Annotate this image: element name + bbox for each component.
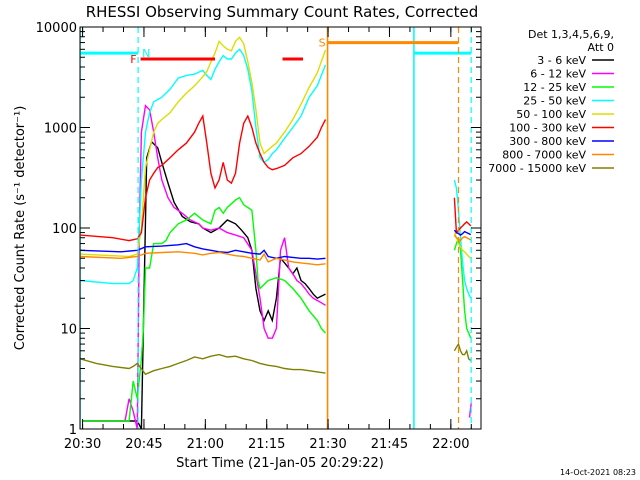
x-axis-label: Start Time (21-Jan-05 20:29:22) xyxy=(176,456,384,471)
series-line-100-300-kev xyxy=(80,113,327,242)
y-tick-label-2: 100 xyxy=(52,222,77,237)
legend-header-line-1: Det 1,3,4,5,6,9, xyxy=(528,28,614,41)
chart-title: RHESSI Observing Summary Count Rates, Co… xyxy=(86,3,479,21)
x-tick-label-5: 21:45 xyxy=(371,437,408,452)
legend-header-line-2: Att 0 xyxy=(588,41,614,54)
plot-area xyxy=(79,26,482,430)
series-line-800-7000-kev-late xyxy=(453,234,472,242)
state-flag-s: S xyxy=(319,37,326,50)
x-tick-label-2: 21:00 xyxy=(187,437,224,452)
legend-label-3-6-kev: 3 - 6 keV xyxy=(537,54,586,67)
y-tick-label-4: 10000 xyxy=(36,21,77,36)
legend-label-800-7000-kev: 800 - 7000 keV xyxy=(502,149,586,162)
series-line-25-50-kev-late xyxy=(453,179,472,299)
series-line-3-6-kev xyxy=(82,140,326,429)
timestamp-stamp: 14-Oct-2021 08:23 xyxy=(560,468,636,477)
state-bars-layer xyxy=(80,27,472,429)
legend-label-100-300-kev: 100 - 300 keV xyxy=(509,122,586,135)
y-tick-label-1: 10 xyxy=(60,323,77,338)
series-line-800-7000-kev xyxy=(80,251,326,266)
series-line-12-25-kev-late xyxy=(453,237,472,339)
series-line-100-300-kev-late xyxy=(453,197,472,235)
x-axis-tick-labels: 20:30 20:45 21:00 21:15 21:30 21:45 22:00 xyxy=(64,437,470,452)
series-line-300-800-kev-late xyxy=(453,229,472,236)
legend-label-50-100-kev: 50 - 100 keV xyxy=(516,108,586,121)
y-axis-tick-labels: 1 10 100 1000 10000 xyxy=(36,21,77,438)
x-tick-label-3: 21:15 xyxy=(248,437,285,452)
state-flag-f: F xyxy=(130,53,136,66)
state-flag-n: N xyxy=(142,47,150,60)
legend-label-25-50-kev: 25 - 50 keV xyxy=(523,95,586,108)
series-line-300-800-kev xyxy=(80,242,326,260)
series-line-6-12-kev-late xyxy=(468,403,472,418)
legend-label-7000-15000-kev: 7000 - 15000 keV xyxy=(488,162,586,175)
x-tick-label-4: 21:30 xyxy=(309,437,346,452)
x-tick-label-6: 22:00 xyxy=(432,437,469,452)
series-line-50-100-kev xyxy=(80,36,327,258)
y-tick-label-3: 1000 xyxy=(44,122,77,137)
legend-label-300-800-kev: 300 - 800 keV xyxy=(509,135,586,148)
legend-label-6-12-kev: 6 - 12 keV xyxy=(530,68,586,81)
series-line-50-100-kev-late xyxy=(453,232,472,259)
axis-ticks xyxy=(80,26,481,430)
series-layer xyxy=(80,36,472,429)
y-axis-label: Corrected Count Rate (s⁻¹ detector⁻¹) xyxy=(13,106,28,351)
x-tick-label-1: 20:45 xyxy=(125,437,162,452)
state-flag-letters: NF S xyxy=(130,37,325,66)
series-line-12-25-kev xyxy=(82,196,327,422)
series-line-7000-15000-kev-late xyxy=(453,342,472,362)
series-line-6-12-kev xyxy=(82,104,326,429)
series-line-25-50-kev xyxy=(80,48,327,285)
y-tick-label-0: 1 xyxy=(69,423,77,438)
legend-label-12-25-kev: 12 - 25 keV xyxy=(523,81,586,94)
series-line-7000-15000-kev xyxy=(80,353,326,376)
x-tick-label-0: 20:30 xyxy=(64,437,101,452)
